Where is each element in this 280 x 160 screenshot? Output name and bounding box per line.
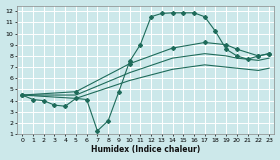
X-axis label: Humidex (Indice chaleur): Humidex (Indice chaleur) (91, 145, 200, 154)
